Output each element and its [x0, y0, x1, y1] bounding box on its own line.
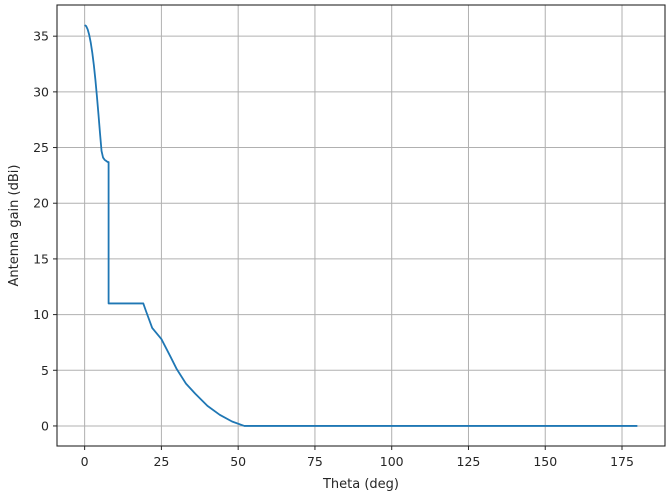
x-axis-label: Theta (deg) — [322, 477, 399, 492]
y-tick-label: 35 — [33, 29, 49, 44]
axis-ticks: 0 25 50 75 100 125 150 175 0 5 10 15 20 25 30 35 — [33, 29, 634, 469]
plot-frame — [56, 4, 666, 447]
x-tick-label: 125 — [457, 454, 481, 469]
x-tick-label: 50 — [230, 454, 246, 469]
x-tick-label: 25 — [153, 454, 169, 469]
series-line — [84, 24, 638, 427]
y-tick-label: 30 — [33, 84, 49, 99]
y-tick-label: 0 — [41, 418, 49, 433]
y-tick-label: 25 — [33, 140, 49, 155]
grid — [57, 5, 665, 446]
x-tick-label: 150 — [533, 454, 557, 469]
x-tick-label: 0 — [81, 454, 89, 469]
y-tick-label: 5 — [41, 363, 49, 378]
x-tick-label: 100 — [380, 454, 404, 469]
y-tick-label: 15 — [33, 251, 49, 266]
x-tick-label: 175 — [610, 454, 634, 469]
y-axis-label: Antenna gain (dBi) — [7, 165, 22, 287]
x-tick-label: 75 — [307, 454, 323, 469]
y-tick-label: 10 — [33, 307, 49, 322]
y-tick-label: 20 — [33, 196, 49, 211]
series-layer — [84, 24, 638, 427]
